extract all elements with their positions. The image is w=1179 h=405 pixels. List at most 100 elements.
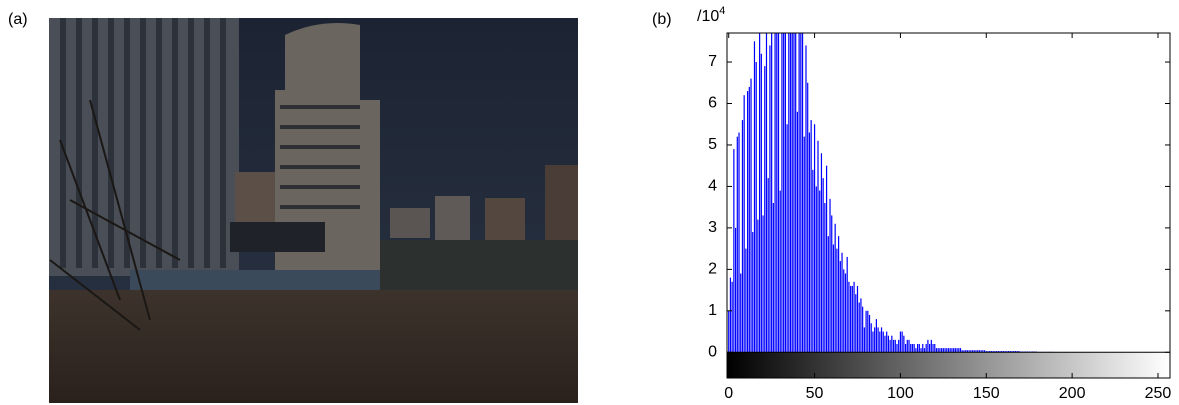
x-tick-label: 200 xyxy=(1059,385,1086,402)
bar xyxy=(805,45,807,353)
bar xyxy=(829,198,831,353)
bar xyxy=(764,66,766,353)
bar xyxy=(947,348,950,353)
bar xyxy=(959,348,962,353)
panel-label: (a) xyxy=(8,11,28,28)
bar xyxy=(771,33,773,353)
bar xyxy=(892,339,895,353)
bar xyxy=(862,306,864,353)
bar xyxy=(935,348,938,353)
bar xyxy=(786,124,788,353)
bar xyxy=(1011,351,1013,353)
plot-area: 0 1 2 3 4 5 6 7 0 50 100 150 200 250 xyxy=(708,32,1172,402)
bar xyxy=(827,236,829,353)
bar xyxy=(760,53,762,353)
bar xyxy=(844,273,847,353)
bar xyxy=(798,33,800,353)
bar xyxy=(942,348,944,353)
bar xyxy=(839,261,841,353)
bar xyxy=(776,33,778,353)
bar xyxy=(743,95,745,353)
bar xyxy=(784,33,786,353)
bar xyxy=(951,348,953,353)
plot-frame xyxy=(726,32,1171,379)
bar xyxy=(990,351,993,353)
bar xyxy=(906,339,908,353)
bar xyxy=(733,149,735,353)
x-tick-label: 150 xyxy=(973,385,1000,402)
bar xyxy=(753,41,756,353)
bar xyxy=(1009,351,1011,353)
bar xyxy=(1007,351,1010,353)
bar xyxy=(860,298,862,353)
bar xyxy=(923,348,926,353)
bar xyxy=(999,351,1001,353)
bar xyxy=(846,256,848,353)
bar xyxy=(762,215,764,353)
bar xyxy=(736,136,738,353)
bar xyxy=(916,343,919,353)
bar xyxy=(882,331,884,353)
bar xyxy=(822,178,824,353)
bar xyxy=(772,203,774,353)
bar xyxy=(779,190,781,353)
bar xyxy=(992,351,994,353)
bar xyxy=(843,269,845,353)
bar xyxy=(966,350,968,353)
bar xyxy=(819,190,821,353)
bar xyxy=(927,339,929,353)
bar xyxy=(789,33,792,353)
bar xyxy=(872,331,874,353)
bar xyxy=(729,277,732,353)
y-tick-label: 4 xyxy=(708,178,717,195)
y-tick-label: 5 xyxy=(708,136,717,153)
bar xyxy=(898,339,900,353)
bar xyxy=(848,281,850,353)
x-tick-label: 250 xyxy=(1145,385,1172,402)
bar xyxy=(810,120,812,353)
bar xyxy=(968,350,970,353)
bar xyxy=(795,33,797,353)
bar xyxy=(807,82,809,353)
bar xyxy=(750,78,752,353)
y-tick-label: 6 xyxy=(708,95,717,112)
bar xyxy=(765,33,768,353)
bar xyxy=(777,33,780,353)
bars xyxy=(728,33,1054,353)
bar xyxy=(1006,351,1008,353)
bar xyxy=(858,302,860,353)
bar xyxy=(971,350,974,353)
bar xyxy=(850,285,852,353)
y-tick-label: 1 xyxy=(708,302,717,319)
bar xyxy=(956,348,958,353)
y-tick-label: 2 xyxy=(708,261,717,278)
bar xyxy=(731,281,733,353)
bar xyxy=(949,348,951,353)
bar xyxy=(1014,351,1017,353)
bar xyxy=(813,124,816,353)
x-tick-label: 100 xyxy=(887,385,914,402)
bar xyxy=(808,132,811,353)
bar xyxy=(889,339,891,353)
bar xyxy=(832,244,835,353)
bar xyxy=(767,178,769,353)
bar xyxy=(728,310,730,353)
bar xyxy=(884,335,886,353)
x-tick-label: 0 xyxy=(724,385,733,402)
bar xyxy=(1016,351,1018,353)
bar xyxy=(944,348,946,353)
bar xyxy=(896,343,898,353)
bar xyxy=(994,351,996,353)
bar xyxy=(908,339,910,353)
bar xyxy=(803,136,805,353)
bar xyxy=(769,45,771,353)
bar xyxy=(970,350,972,353)
bar xyxy=(836,248,838,353)
bar xyxy=(946,348,948,353)
bar xyxy=(913,343,915,353)
bar xyxy=(915,348,917,353)
bar xyxy=(963,350,965,353)
y-unit-exponent: 4 xyxy=(719,5,725,17)
bar xyxy=(863,327,865,353)
bar xyxy=(870,323,872,353)
